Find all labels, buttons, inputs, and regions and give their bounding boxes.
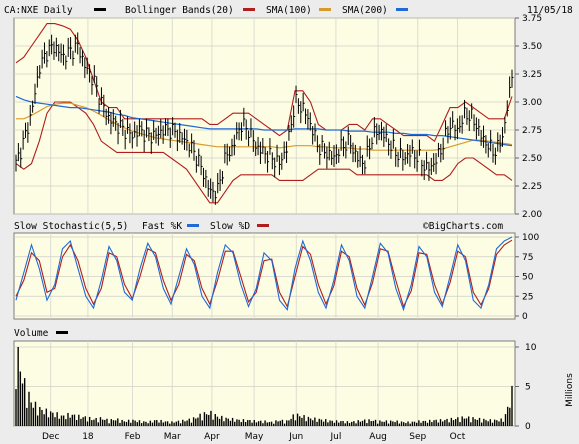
y-tick-label: 50	[522, 273, 534, 283]
y-tick-label: 10	[525, 343, 537, 353]
slow-d-swatch	[257, 224, 269, 227]
x-tick-label: Jul	[329, 432, 341, 442]
stochastic-header: Slow Stochastic(5,5) Fast %K Slow %D ©Bi…	[14, 221, 503, 232]
y-tick-label: 2.75	[522, 126, 542, 136]
slow-d-label: Slow %D	[210, 221, 250, 232]
bollinger-upper-line	[15, 23, 513, 143]
x-tick-label: Oct	[450, 432, 466, 442]
y-tick-label: 2.00	[522, 210, 542, 220]
x-tick-label: Aug	[369, 432, 387, 442]
fast-k-label: Fast %K	[142, 221, 182, 232]
y-tick-label: 0	[525, 422, 531, 432]
y-tick-label: 2.25	[522, 182, 542, 192]
price-bars	[15, 32, 514, 205]
price-panel	[13, 17, 516, 215]
fast-k-line	[15, 236, 513, 312]
x-tick-label: Feb	[125, 432, 141, 442]
symbol-label: CA:NXE Daily	[4, 5, 73, 16]
x-tick-label: Jun	[288, 432, 303, 442]
sma100-legend-swatch	[319, 8, 331, 11]
sma200-legend-swatch	[396, 8, 408, 11]
volume-title: Volume	[14, 328, 49, 339]
y-tick-label: 3.75	[522, 14, 542, 24]
x-tick-label: Mar	[164, 432, 181, 442]
x-tick-label: Apr	[204, 432, 220, 442]
volume-panel	[13, 340, 516, 427]
volume-header: Volume	[14, 328, 68, 339]
x-tick-label: Sep	[409, 432, 426, 442]
volume-swatch	[56, 331, 68, 334]
x-tick-label: Dec	[42, 432, 59, 442]
sma200-label: SMA(200)	[342, 5, 388, 16]
stochastic-title: Slow Stochastic(5,5)	[14, 221, 128, 232]
watermark: ©BigCharts.com	[423, 221, 503, 232]
price-legend-swatch	[94, 8, 106, 11]
y-tick-label: 25	[522, 292, 533, 302]
y-tick-label: 0	[522, 312, 528, 322]
slow-d-line	[15, 239, 513, 309]
y-tick-label: 3.00	[522, 98, 542, 108]
x-axis: Dec 18 Feb Mar Apr May Jun Jul Aug Sep Oct	[42, 432, 466, 442]
x-tick-label: May	[245, 432, 264, 442]
volume-bars	[15, 347, 513, 426]
y-tick-label: 100	[522, 233, 539, 243]
x-tick-label: 18	[82, 432, 94, 442]
y-tick-label: 75	[522, 253, 533, 263]
y-tick-label: 5	[525, 383, 531, 393]
y-tick-label: 3.25	[522, 70, 542, 80]
y-tick-label: 3.50	[522, 42, 542, 52]
bollinger-legend-swatch	[243, 8, 255, 11]
y-tick-label: 2.50	[522, 154, 542, 164]
sma100-label: SMA(100)	[266, 5, 312, 16]
price-y-axis: 2.00 2.25 2.50 2.75 3.00 3.25 3.50 3.75	[515, 14, 542, 220]
fast-k-swatch	[187, 224, 199, 227]
bollinger-label: Bollinger Bands(20)	[125, 5, 234, 16]
chart-date: 11/05/18	[527, 5, 573, 16]
price-header: CA:NXE Daily Bollinger Bands(20) SMA(100…	[4, 5, 573, 16]
stochastic-y-axis: 0 25 50 75 100	[515, 233, 539, 322]
volume-units-label: Millions	[565, 373, 575, 407]
volume-y-axis: 0 5 10	[515, 343, 537, 432]
price-grid	[14, 17, 515, 215]
stochastic-panel	[13, 232, 516, 320]
